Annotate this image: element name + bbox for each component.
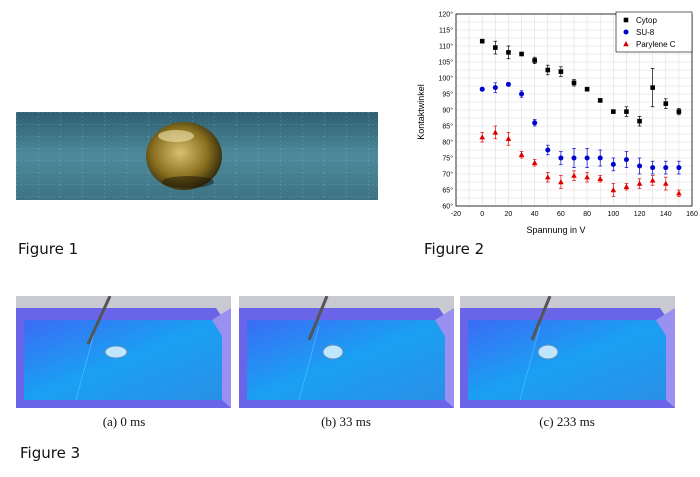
y-tick-label: 115° — [439, 27, 453, 35]
x-tick-label: 20 — [505, 211, 513, 218]
data-point — [597, 175, 604, 181]
data-point — [663, 101, 669, 106]
data-point — [571, 80, 577, 86]
figure2-caption: Figure 2 — [424, 240, 485, 258]
data-point — [532, 58, 537, 63]
data-point — [637, 118, 642, 124]
x-tick-label: 80 — [583, 211, 591, 218]
data-point — [505, 81, 511, 87]
data-point — [662, 180, 669, 186]
data-point — [558, 69, 564, 74]
legend-marker — [623, 41, 629, 47]
chart-legend: Cytop SU-8 Parylene C — [615, 11, 693, 53]
legend-label: Parylene C — [636, 40, 676, 49]
data-point — [611, 109, 616, 114]
data-point — [506, 50, 511, 55]
series-cytop — [479, 38, 682, 127]
figure1-caption: Figure 1 — [18, 240, 79, 258]
data-point — [532, 120, 538, 126]
data-point — [624, 109, 629, 114]
data-point — [676, 109, 682, 114]
data-point — [492, 85, 498, 91]
data-point — [597, 98, 603, 103]
y-tick-label: 90° — [442, 107, 453, 115]
series-parylene-c — [479, 125, 682, 197]
y-tick-label: 100° — [439, 75, 454, 83]
x-tick-label: -20 — [451, 211, 461, 218]
subcaption-c: (c) 233 ms — [539, 414, 595, 429]
data-point — [623, 183, 630, 189]
data-point — [649, 177, 656, 183]
legend-marker — [623, 29, 629, 35]
data-point — [479, 86, 485, 92]
data-point — [518, 151, 525, 157]
data-point — [519, 91, 525, 97]
data-point — [558, 155, 564, 161]
data-point — [584, 86, 590, 92]
series-su-8 — [479, 81, 682, 175]
x-axis-label: Spannung in V — [526, 225, 585, 235]
y-tick-label: 70° — [442, 171, 453, 179]
x-tick-label: 160 — [686, 211, 698, 218]
y-tick-label: 60° — [442, 203, 453, 211]
data-point — [584, 155, 590, 161]
y-axis-label: Kontaktwinkel — [416, 84, 426, 140]
data-point — [505, 135, 512, 141]
x-tick-label: 60 — [557, 211, 565, 218]
data-point — [650, 165, 656, 171]
data-point — [584, 174, 590, 180]
y-tick-label: 80° — [442, 139, 453, 147]
data-point — [676, 165, 682, 171]
y-tick-label: 105° — [439, 59, 454, 67]
data-point — [531, 159, 538, 165]
data-point — [544, 174, 551, 180]
data-point — [545, 147, 551, 153]
data-point — [610, 187, 617, 193]
x-tick-label: 40 — [531, 211, 539, 218]
data-point — [650, 85, 655, 90]
data-point — [479, 38, 485, 44]
subcaption-a: (a) 0 ms — [102, 414, 146, 429]
x-tick-label: 120 — [634, 211, 646, 218]
figure1-photo — [16, 112, 378, 200]
legend-label: SU-8 — [636, 28, 655, 37]
figure3-caption: Figure 3 — [20, 444, 81, 462]
y-tick-label: 120° — [439, 11, 454, 19]
data-point — [636, 180, 643, 186]
x-tick-label: 0 — [480, 211, 484, 218]
y-tick-label: 110° — [439, 43, 453, 51]
contact-angle-chart: 60° 65° 70° 75° 80° 85° 90° 95° 100° 105° 110° 115°… — [416, 11, 698, 236]
data-point — [479, 134, 486, 140]
data-point — [571, 172, 577, 178]
legend-marker — [623, 17, 629, 23]
data-point — [663, 165, 669, 171]
data-point — [637, 163, 643, 169]
legend-label: Cytop — [636, 16, 657, 25]
x-tick-label: 100 — [607, 211, 619, 218]
y-tick-label: 95° — [442, 91, 453, 99]
x-tick-label: 140 — [660, 211, 672, 218]
data-point — [571, 155, 577, 161]
plot-frame — [455, 13, 693, 207]
y-tick-label: 75° — [442, 155, 453, 163]
data-point — [623, 157, 629, 163]
subcaption-b: (b) 33 ms — [321, 414, 371, 429]
data-point — [610, 161, 616, 167]
y-tick-label: 65° — [442, 187, 453, 195]
figure3-frame-c — [460, 296, 675, 408]
data-point — [492, 129, 499, 135]
data-point — [676, 190, 682, 196]
data-point — [493, 45, 498, 50]
y-tick-label: 85° — [442, 123, 453, 131]
figure3-frame-b — [239, 296, 454, 408]
data-point — [519, 51, 524, 57]
data-point — [597, 155, 603, 161]
data-point — [558, 179, 564, 185]
data-point — [545, 67, 551, 73]
figure3-frame-a — [16, 296, 231, 408]
